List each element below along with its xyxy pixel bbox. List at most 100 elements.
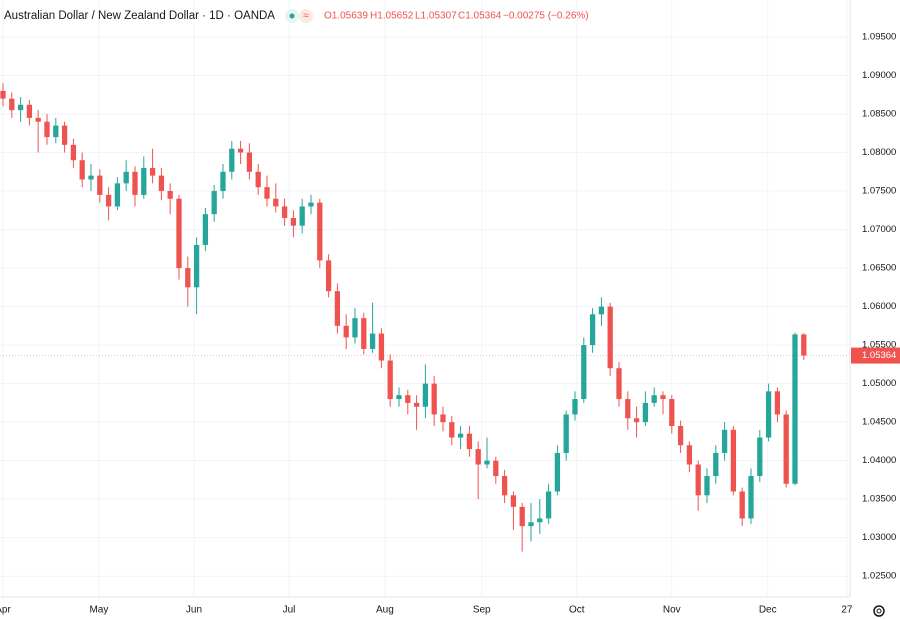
candle-body (677, 425, 684, 446)
candle-body (211, 191, 217, 215)
candle-body (510, 495, 517, 507)
y-tick-label: 1.09000 (862, 70, 896, 81)
candle-body (378, 333, 385, 361)
candle-body (695, 464, 701, 496)
candle-body (308, 202, 314, 207)
candle-body (519, 506, 525, 527)
y-tick-label: 1.04000 (862, 455, 896, 466)
candle-body (176, 198, 182, 269)
candle-body (422, 383, 429, 407)
x-tick-label: Oct (569, 605, 585, 616)
delay-badge[interactable] (299, 9, 313, 23)
candle-body (757, 437, 763, 477)
candle-body (713, 452, 719, 477)
candle-body (501, 476, 508, 496)
delay-icon: ≈ (303, 11, 309, 22)
y-tick-label: 1.08500 (862, 109, 896, 120)
candle-body (352, 318, 358, 338)
candle-body (193, 244, 200, 288)
candle-body (625, 399, 631, 419)
candle-body (9, 98, 15, 111)
last-price-label: 1.05364 (862, 350, 896, 361)
candle-body (114, 183, 121, 207)
last-price-tag (851, 347, 900, 364)
candle-body (765, 391, 772, 438)
y-tick-label: 1.06000 (862, 301, 896, 312)
candle-body (343, 325, 349, 338)
symbol-title[interactable]: Australian Dollar / New Zealand Dollar ·… (4, 10, 275, 22)
x-tick-label: Nov (663, 605, 681, 616)
candle-body (493, 460, 499, 477)
x-tick-label: May (89, 605, 108, 616)
candle-body (642, 402, 649, 423)
candle-body (669, 399, 675, 426)
candle-body (53, 125, 59, 138)
candle-body (70, 144, 77, 161)
candle-body (61, 125, 68, 145)
y-tick-label: 1.09500 (862, 31, 896, 42)
candle-body (290, 218, 297, 226)
candle-body (739, 491, 745, 519)
candle-body (528, 522, 534, 527)
candle-body (545, 491, 552, 519)
candle-body (475, 449, 481, 465)
candle-body (589, 314, 596, 346)
candle-body (35, 117, 41, 122)
candle-body (264, 187, 270, 199)
candle-body (141, 167, 147, 195)
candle-body (801, 334, 807, 356)
y-tick-label: 1.06500 (862, 263, 896, 274)
y-tick-label: 1.05000 (862, 378, 896, 389)
candle-body (783, 414, 789, 484)
candle-body (431, 383, 437, 415)
candle-body (704, 476, 710, 496)
y-tick-label: 1.07000 (862, 224, 896, 235)
y-tick-label: 1.03000 (862, 532, 896, 543)
candle-body (220, 171, 226, 192)
candle-body (273, 198, 279, 207)
candle-body (79, 160, 85, 180)
candle-body (325, 260, 332, 292)
candle-body (44, 121, 50, 138)
settings-icon[interactable] (873, 605, 885, 617)
candle-body (748, 476, 754, 519)
y-tick-label: 1.02500 (862, 571, 896, 582)
candle-body (440, 414, 446, 423)
candle-body (686, 445, 693, 465)
candle-body (149, 167, 156, 176)
candle-body (97, 175, 103, 195)
candle-body (792, 334, 798, 484)
candle-body (633, 418, 640, 423)
candle-body (572, 399, 578, 415)
candle-body (616, 368, 622, 400)
ohlc-open: O1.05639 (324, 11, 368, 22)
candle-body (361, 318, 367, 349)
ohlc-high: H1.05652 (370, 11, 414, 22)
candle-body (88, 175, 94, 180)
candle-body (17, 104, 24, 111)
x-tick-label: Jun (186, 605, 202, 616)
ohlc-low: L1.05307 (415, 11, 457, 22)
candle-body (105, 194, 112, 207)
gear-ring (873, 605, 885, 617)
y-tick-label: 1.04500 (862, 417, 896, 428)
y-tick-label: 1.08000 (862, 147, 896, 158)
candle-body (774, 391, 781, 415)
x-tick-label: 27 (841, 605, 853, 616)
candle-body (202, 214, 209, 245)
candle-body (246, 152, 253, 172)
candle-body (229, 148, 235, 172)
status-dot (289, 13, 295, 19)
candle-body (598, 306, 605, 315)
candle-body (317, 202, 323, 261)
candle-body (466, 433, 473, 450)
candle-body (26, 104, 33, 118)
y-tick-label: 1.07500 (862, 186, 896, 197)
candle-body (237, 148, 244, 153)
candle-body (387, 360, 393, 400)
candle-body (449, 422, 455, 438)
y-tick-label: 1.05500 (862, 340, 896, 351)
candle-body (158, 175, 165, 192)
candle-body (607, 306, 613, 369)
